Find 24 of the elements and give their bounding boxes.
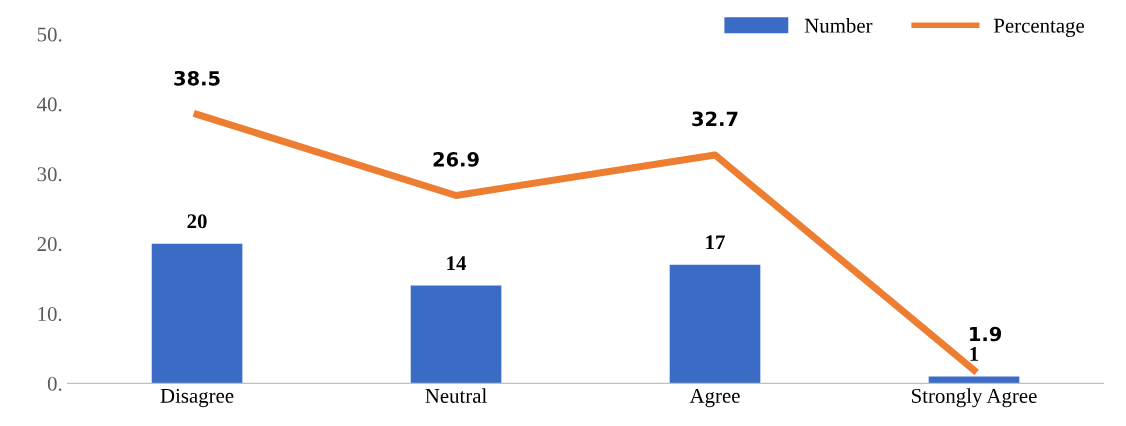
y-tick-label: 50. [37, 27, 62, 42]
bar [669, 264, 761, 384]
data-label: 32.7 [692, 111, 738, 127]
data-label: 1.9 [970, 326, 1002, 342]
data-label: 1 [970, 347, 979, 361]
data-label: 26.9 [433, 151, 479, 167]
y-tick-label: 20. [37, 237, 62, 252]
bar [151, 243, 243, 384]
x-tick-label: Strongly Agree [912, 388, 1037, 408]
y-tick-label: 10. [38, 306, 62, 322]
y-tick-label: 0. [47, 376, 62, 391]
x-tick-label: Agree [689, 388, 740, 408]
data-label: 20 [187, 214, 207, 229]
legend-label: Percentage [993, 18, 1085, 37]
data-label: 14 [447, 256, 467, 271]
data-label: 17 [706, 235, 725, 250]
y-tick-label: 30. [37, 167, 62, 182]
bar [928, 376, 1020, 384]
y-tick-label: 40. [37, 97, 62, 112]
legend-label: Number [804, 18, 873, 33]
bar [410, 285, 502, 384]
x-tick-label: Disagree [160, 388, 234, 408]
data-label: 38.5 [174, 70, 220, 86]
x-tick-label: Neutral [425, 388, 487, 403]
